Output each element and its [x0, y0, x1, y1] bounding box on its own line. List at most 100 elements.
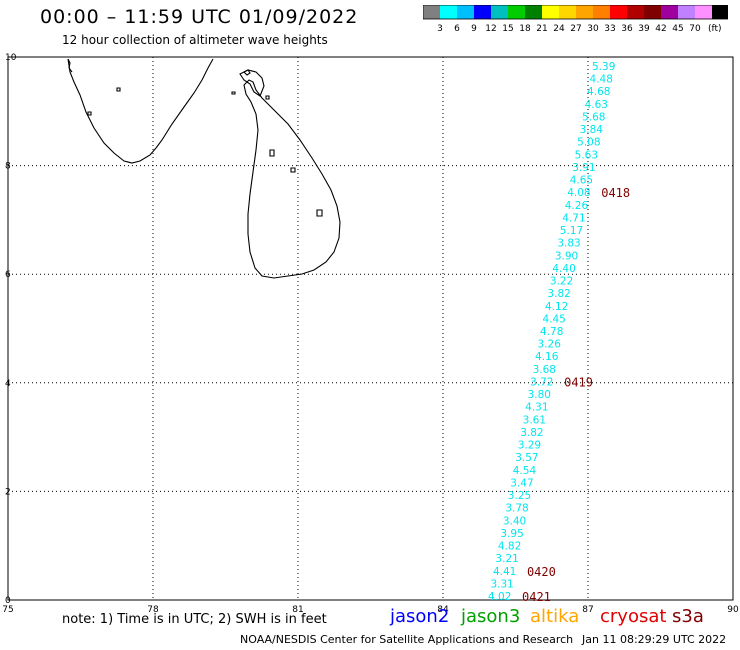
wave-height-label: 3.25 — [508, 490, 531, 502]
wave-height-label: 5.08 — [577, 137, 600, 149]
color-swatch — [712, 5, 728, 19]
wave-height-label: 3.83 — [557, 238, 580, 250]
wave-height-label: 4.02 — [488, 591, 511, 603]
lat-lon-grid — [8, 57, 733, 600]
y-tick-label: 2 — [5, 487, 11, 497]
wave-height-label: 4.48 — [590, 74, 613, 86]
y-tick-label: 4 — [5, 379, 11, 389]
wave-height-label: 3.29 — [518, 440, 541, 452]
footer-timestamp: Jan 11 08:29:29 UTC 2022 — [582, 633, 727, 646]
x-tick-label: 87 — [582, 605, 593, 615]
color-swatch — [644, 5, 661, 19]
colorbar-unit: (ft) — [708, 24, 722, 34]
satellite-s3a: s3a — [672, 606, 704, 627]
axis-labels: 75 78 81 84 87 90 0 2 4 6 8 10 — [2, 53, 739, 615]
color-swatch — [474, 5, 491, 19]
wave-height-label: 4.78 — [540, 326, 563, 338]
wave-height-label: 5.17 — [560, 225, 583, 237]
wave-height-label: 3.72 — [530, 376, 553, 388]
color-swatch — [491, 5, 508, 19]
colorbar-label: 3 — [437, 24, 443, 34]
color-swatch — [423, 5, 440, 19]
island — [290, 167, 296, 173]
time-labels: 0418 0419 0420 0421 — [522, 186, 630, 604]
wave-height-label: 5.39 — [592, 61, 615, 73]
color-swatch — [542, 5, 559, 19]
island — [231, 91, 236, 95]
wave-height-label: 3.95 — [500, 528, 523, 540]
footer-note: note: 1) Time is in UTC; 2) SWH is in fe… — [62, 612, 327, 627]
wave-height-label: 4.26 — [565, 200, 589, 212]
colorbar-label: 30 — [587, 24, 599, 34]
map-frame — [7, 56, 734, 601]
colorbar-label: 15 — [502, 24, 513, 34]
wave-height-label: 3.84 — [580, 124, 604, 136]
wave-height-label: 3.31 — [490, 578, 513, 590]
footer-credit: NOAA/NESDIS Center for Satellite Applica… — [240, 633, 574, 646]
india-coast — [67, 58, 214, 164]
wave-height-label: 4.65 — [570, 175, 593, 187]
wave-height-label: 3.82 — [547, 288, 570, 300]
india-coast-west — [67, 58, 73, 73]
wave-height-label: 3.91 — [572, 162, 595, 174]
color-swatch — [559, 5, 576, 19]
colorbar-label: 42 — [655, 24, 666, 34]
coastline — [67, 58, 341, 279]
satellite-cryosat: cryosat — [600, 606, 667, 627]
wave-height-label: 4.08 — [567, 187, 590, 199]
wave-height-label: 3.40 — [503, 515, 526, 527]
satellite-jason2: jason2 — [390, 606, 450, 627]
sri-lanka-coast — [243, 79, 341, 279]
time-label: 0418 — [601, 186, 630, 200]
wave-height-label: 5.63 — [575, 149, 598, 161]
time-label: 0421 — [522, 590, 551, 604]
colorbar-label: 6 — [454, 24, 460, 34]
wave-height-label: 3.47 — [510, 477, 533, 489]
colorbar-label: 27 — [570, 24, 581, 34]
color-legend: 3 6 9 12 15 18 21 24 27 30 33 36 39 42 45 70 (ft) — [423, 5, 728, 34]
color-swatch — [440, 5, 457, 19]
wave-height-label: 4.54 — [513, 465, 537, 477]
color-swatch — [678, 5, 695, 19]
color-swatch — [627, 5, 644, 19]
satellite-altika: altika — [530, 606, 580, 627]
wave-height-label: 4.82 — [498, 541, 521, 553]
wave-height-label: 3.26 — [538, 339, 562, 351]
color-swatch — [457, 5, 474, 19]
x-tick-label: 81 — [292, 605, 303, 615]
page-subtitle: 12 hour collection of altimeter wave hei… — [62, 33, 328, 47]
color-swatch — [576, 5, 593, 19]
colorbar-label: 36 — [621, 24, 633, 34]
wave-height-label: 4.16 — [535, 351, 559, 363]
wave-height-label: 3.78 — [505, 503, 528, 515]
wave-height-label: 3.68 — [533, 364, 556, 376]
y-tick-label: 0 — [5, 596, 11, 606]
wave-height-label: 4.68 — [587, 86, 610, 98]
island — [87, 111, 92, 116]
color-swatch — [695, 5, 712, 19]
x-tick-label: 78 — [147, 605, 159, 615]
colorbar-label: 18 — [519, 24, 531, 34]
island — [316, 209, 323, 217]
colorbar-label: 21 — [536, 24, 547, 34]
wave-height-label: 4.40 — [552, 263, 575, 275]
x-tick-label: 75 — [2, 605, 13, 615]
island — [243, 69, 251, 76]
colorbar-label: 9 — [471, 24, 477, 34]
colorbar-label: 70 — [689, 24, 701, 34]
color-swatch — [610, 5, 627, 19]
wave-height-label: 3.82 — [520, 427, 543, 439]
wave-height-label: 4.45 — [542, 313, 565, 325]
island — [269, 149, 275, 157]
page-title: 00:00 – 11:59 UTC 01/09/2022 — [40, 6, 359, 28]
wave-height-label: 4.31 — [525, 402, 548, 414]
island — [265, 95, 270, 100]
time-label: 0419 — [564, 375, 593, 389]
wave-height-label: 3.22 — [550, 276, 573, 288]
wave-height-label: 3.61 — [523, 414, 546, 426]
color-swatch — [593, 5, 610, 19]
wave-height-label: 4.71 — [562, 212, 585, 224]
color-swatch — [661, 5, 678, 19]
island — [116, 87, 121, 92]
wave-height-label: 3.57 — [515, 452, 538, 464]
